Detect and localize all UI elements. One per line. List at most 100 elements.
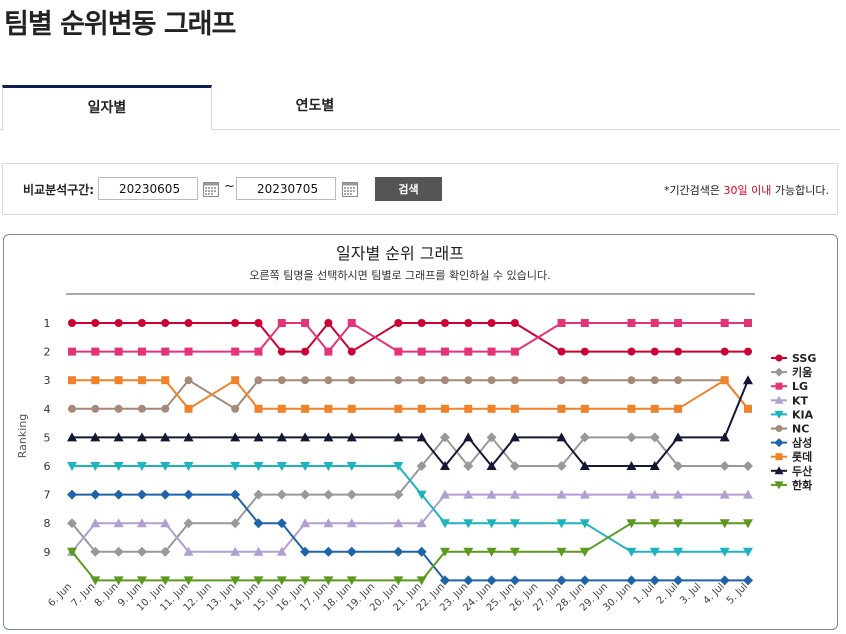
series-nc-point: [394, 376, 403, 385]
x-tick-label: 6. Jun: [46, 581, 74, 609]
series-롯데-point: [417, 404, 426, 413]
series-kt-point: [393, 518, 404, 528]
search-button[interactable]: 검색: [375, 177, 442, 201]
series-lg-point: [301, 319, 310, 327]
series-nc-point: [557, 376, 566, 385]
series-삼성-point: [486, 575, 497, 586]
legend-item: 키움: [771, 365, 812, 379]
series-nc-point: [184, 376, 193, 385]
series-삼성-point: [509, 575, 520, 586]
y-tick-label: 5: [44, 431, 51, 444]
series-ssg-point: [231, 319, 240, 327]
series-두산-point: [463, 432, 474, 442]
legend-label: 롯데: [792, 450, 812, 464]
legend-item: KIA: [771, 408, 814, 421]
series-한화-point: [160, 576, 171, 586]
series-롯데-point: [510, 404, 519, 413]
series-두산-point: [579, 461, 590, 470]
series-lg-point: [137, 347, 146, 356]
series-두산-line: [72, 379, 749, 468]
series-kt-point: [556, 489, 567, 499]
series-lg-point: [184, 347, 193, 356]
series-kt-point: [719, 489, 730, 499]
series-kia-point: [626, 547, 637, 557]
series-ssg-point: [417, 319, 426, 327]
series-kia-point: [509, 519, 520, 529]
series-kt-point: [113, 518, 124, 528]
series-키움-point: [300, 489, 311, 500]
legend-swatch-marker: [774, 466, 784, 475]
series-kia-point: [160, 462, 171, 471]
chart-subtitle: 오른쪽 팀명을 선택하시면 팀별로 그래프를 확인하실 수 있습니다.: [249, 268, 550, 282]
y-tick-label: 9: [44, 546, 51, 559]
series-키움-point: [649, 432, 660, 443]
series-키움-point: [160, 546, 171, 557]
series-한화-point: [556, 547, 567, 557]
tab-yearly[interactable]: 연도별: [295, 98, 335, 114]
series-nc-point: [324, 376, 333, 385]
series-롯데-point: [674, 404, 683, 413]
series-롯데-point: [744, 404, 752, 413]
series-키움-point: [393, 489, 404, 500]
series-한화-point: [719, 519, 730, 529]
y-tick-label: 6: [44, 460, 51, 473]
series-ssg-point: [580, 347, 589, 356]
calendar-icon[interactable]: [203, 180, 219, 197]
series-한화-point: [323, 576, 334, 586]
legend-swatch-marker: [775, 382, 783, 390]
series-삼성-point: [160, 489, 171, 500]
series-두산-point: [253, 432, 264, 442]
series-한화-point: [463, 547, 474, 557]
legend-item: 삼성: [771, 436, 812, 450]
series-삼성-point: [276, 518, 287, 529]
series-롯데-point: [627, 404, 636, 413]
series-nc-point: [510, 376, 519, 385]
series-키움-point: [719, 461, 730, 471]
legend-swatch-marker: [775, 354, 783, 362]
series-키움-point: [743, 461, 753, 471]
series-lg-point: [68, 347, 76, 356]
ranking-line-chart: 일자별 순위 그래프 오른쪽 팀명을 선택하시면 팀별로 그래프를 확인하실 수…: [16, 244, 816, 614]
series-키움-point: [276, 489, 287, 500]
note-prefix: *기간검색은: [663, 184, 724, 197]
page-title: 팀별 순위변동 그래프: [4, 9, 236, 40]
series-kia-point: [719, 547, 730, 557]
start-date-input[interactable]: [98, 177, 198, 200]
legend-item: 롯데: [771, 450, 812, 464]
series-kia-point: [230, 462, 241, 471]
series-lg-point: [720, 319, 729, 327]
series-키움-point: [556, 461, 567, 471]
series-키움-point: [253, 489, 264, 500]
series-kia-line: [72, 465, 748, 553]
series-lg-point: [744, 319, 752, 327]
series-ssg-point: [301, 347, 310, 356]
tab-daily[interactable]: 일자별: [2, 85, 212, 130]
series-ssg-point: [744, 347, 752, 356]
end-date-input[interactable]: [236, 177, 336, 200]
ranking-chart-panel: 일자별 순위 그래프 오른쪽 팀명을 선택하시면 팀별로 그래프를 확인하실 수…: [3, 234, 838, 630]
series-kia-point: [556, 519, 567, 529]
legend-label: KIA: [792, 408, 814, 421]
calendar-icon[interactable]: [342, 180, 358, 197]
series-키움-point: [486, 432, 497, 443]
series-삼성-point: [439, 575, 450, 586]
series-키움-point: [346, 489, 357, 500]
series-한화-point: [300, 576, 311, 586]
series-삼성-point: [346, 546, 357, 557]
series-nc-point: [580, 376, 589, 385]
period-note: *기간검색은 30일 이내 가능합니다.: [664, 182, 829, 198]
series-키움-point: [67, 518, 77, 529]
series-키움-point: [439, 432, 450, 443]
series-키움-point: [626, 432, 637, 443]
series-두산-point: [439, 461, 450, 470]
series-두산-point: [719, 432, 730, 442]
series-kia-point: [323, 462, 334, 471]
series-두산-point: [416, 432, 427, 442]
y-tick-label: 1: [44, 317, 51, 330]
series-삼성-point: [67, 489, 77, 500]
series-키움-point: [183, 518, 194, 529]
series-두산-point: [509, 432, 520, 442]
series-키움-point: [579, 432, 590, 443]
series-lg-point: [394, 347, 403, 356]
series-키움-point: [416, 461, 427, 471]
